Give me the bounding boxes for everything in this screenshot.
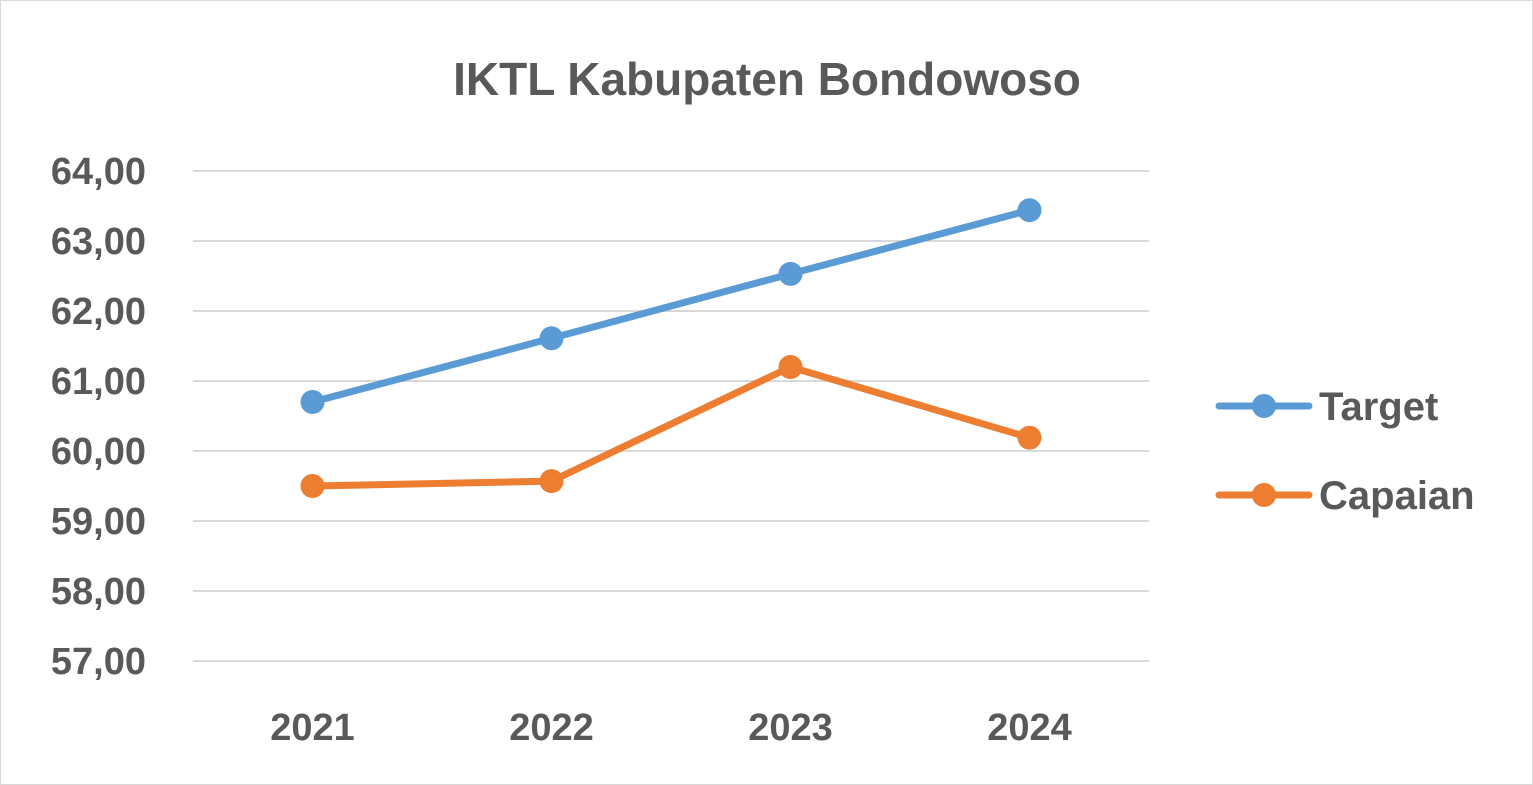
data-point-target — [300, 390, 325, 414]
legend-label-capaian: Capaian — [1319, 474, 1475, 518]
data-point-capaian — [1017, 425, 1042, 450]
y-tick-label: 64,00 — [51, 151, 146, 193]
data-point-target — [1017, 198, 1042, 223]
x-tick-label: 2023 — [748, 707, 833, 749]
x-tick-label: 2024 — [987, 707, 1072, 749]
data-point-capaian — [300, 474, 325, 498]
series-lines — [300, 198, 1042, 498]
x-axis: 2021 2022 2023 2024 — [270, 707, 1072, 749]
y-tick-label: 60,00 — [51, 431, 146, 473]
x-tick-label: 2021 — [270, 707, 355, 749]
gridlines — [193, 170, 1149, 662]
legend-marker-target — [1252, 394, 1276, 418]
y-tick-label: 62,00 — [51, 291, 146, 333]
series-line-capaian — [309, 363, 1033, 490]
data-point-capaian — [539, 469, 564, 494]
legend-marker-capaian — [1252, 483, 1276, 507]
y-tick-label: 57,00 — [51, 641, 146, 683]
series-line-target — [309, 206, 1033, 406]
x-tick-label: 2022 — [509, 707, 594, 749]
y-tick-label: 58,00 — [51, 571, 146, 613]
y-tick-label: 59,00 — [51, 501, 146, 543]
y-tick-label: 61,00 — [51, 361, 146, 403]
data-point-target — [539, 326, 564, 351]
y-tick-label: 63,00 — [51, 221, 146, 263]
chart-title: IKTL Kabupaten Bondowoso — [453, 53, 1081, 105]
data-point-capaian — [778, 355, 803, 379]
data-point-target — [778, 261, 803, 286]
legend-label-target: Target — [1319, 385, 1438, 429]
legend: Target Capaian — [1215, 385, 1475, 518]
y-axis: 57,00 58,00 59,00 60,00 61,00 62,00 63,00 64,00 — [51, 151, 146, 683]
